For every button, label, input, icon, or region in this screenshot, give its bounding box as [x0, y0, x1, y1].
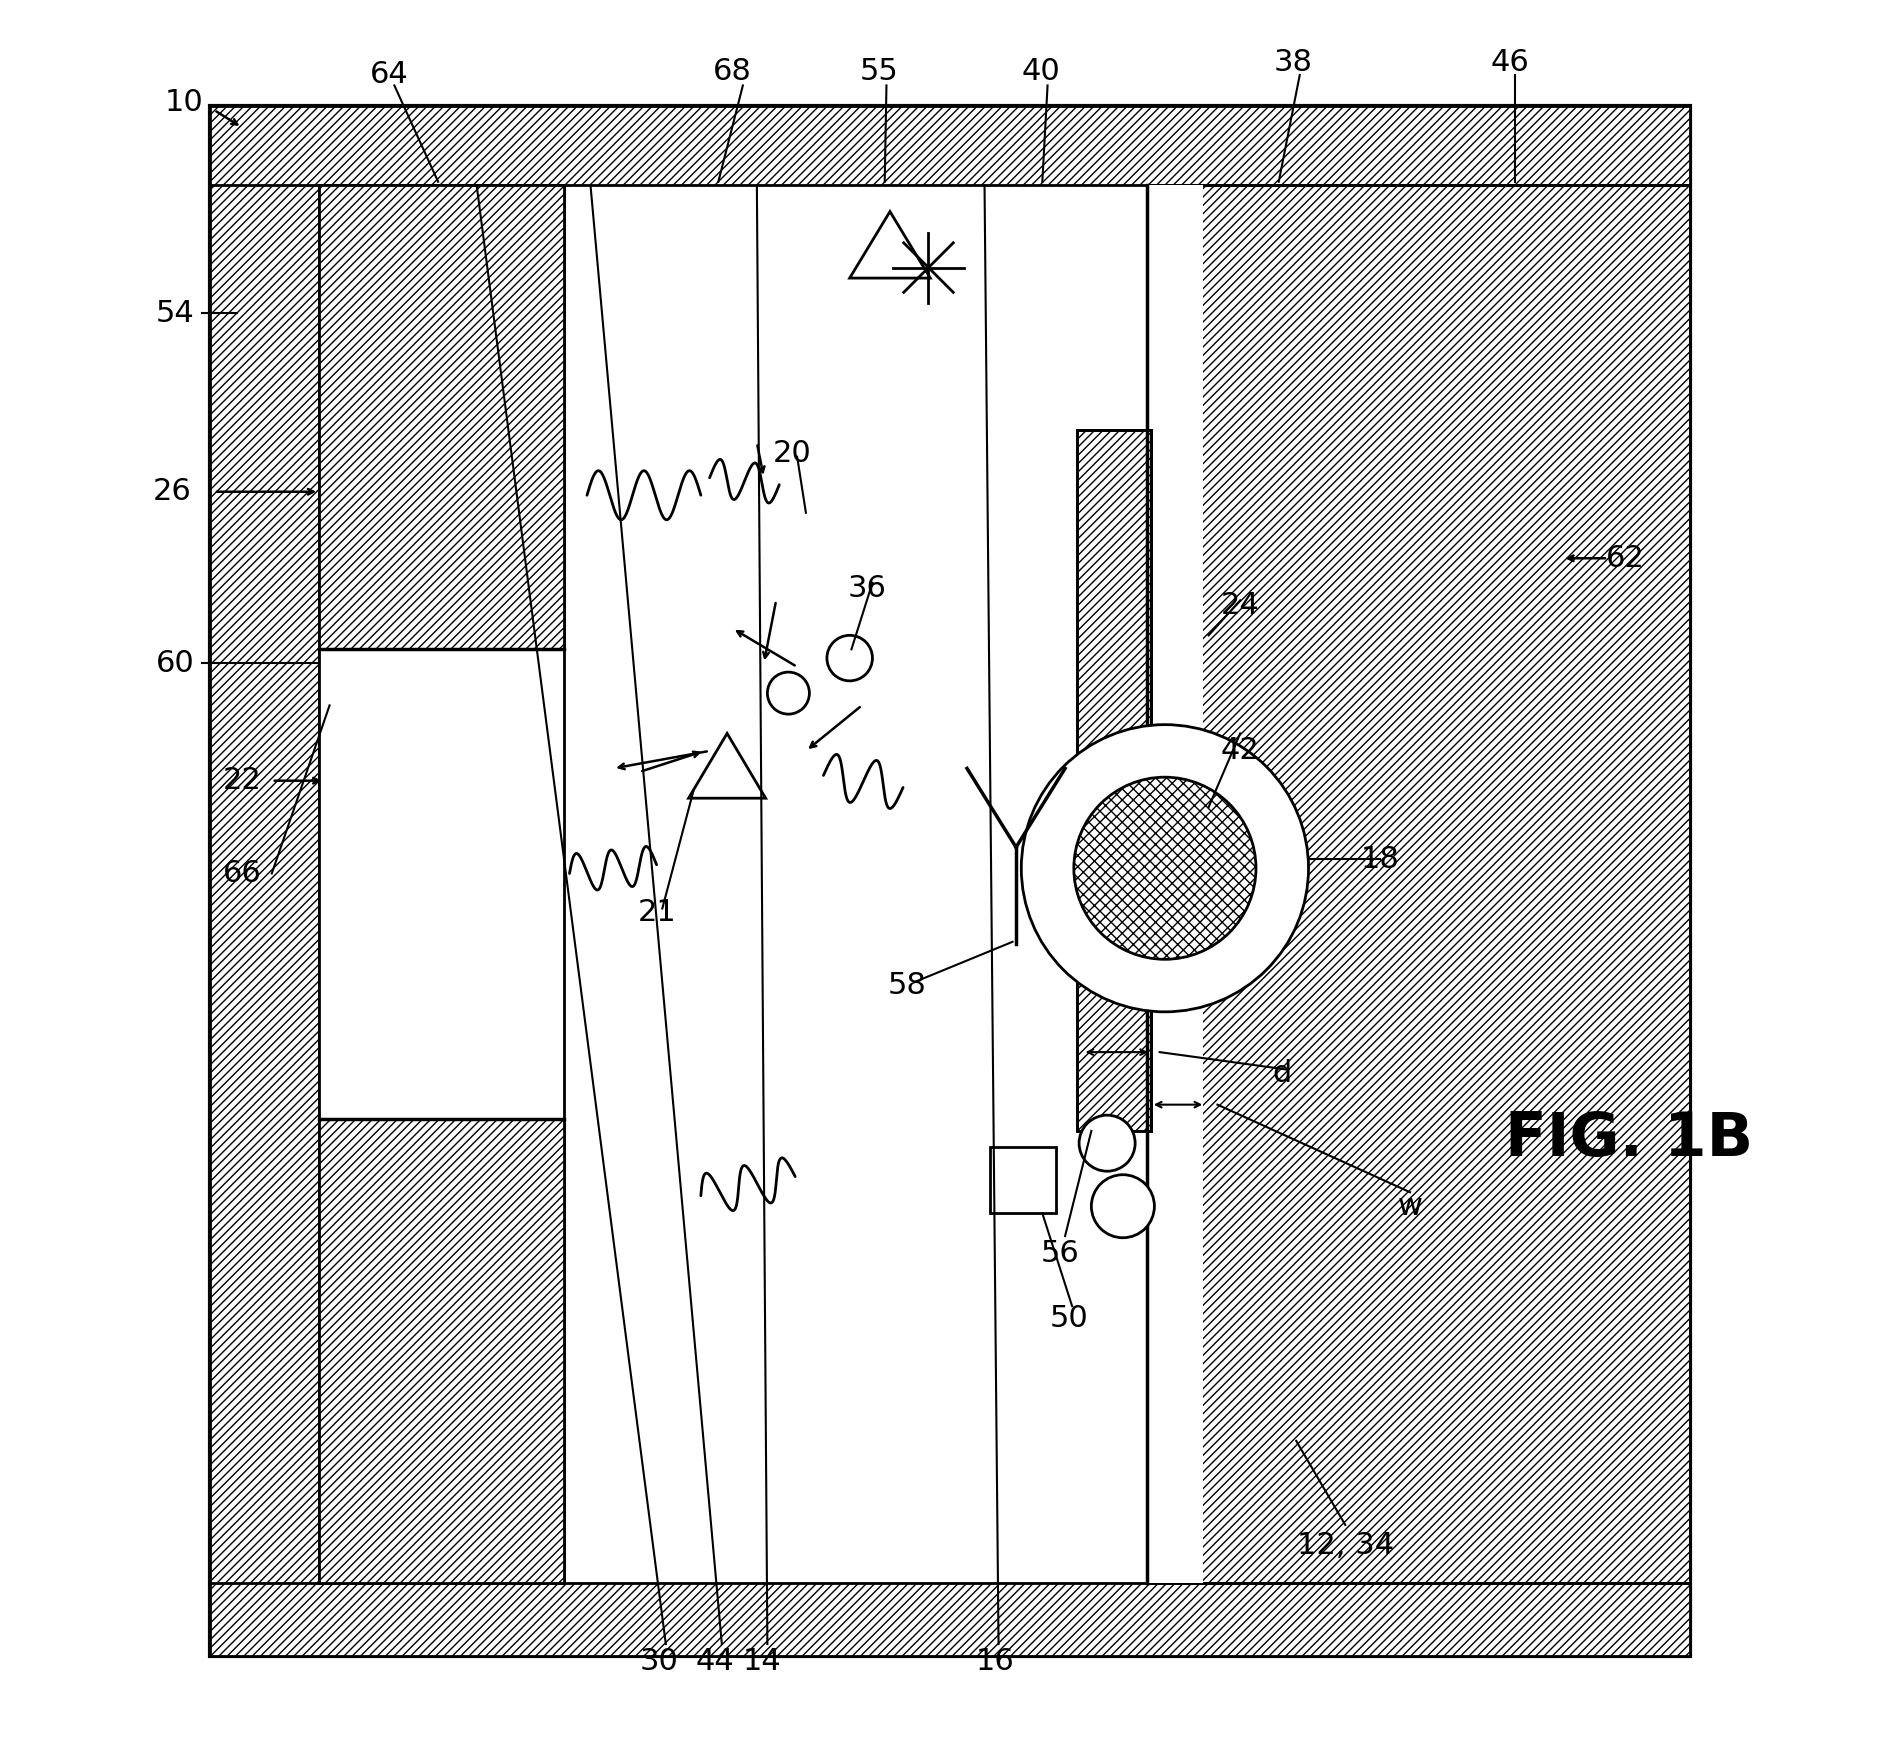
Text: 22: 22 [223, 766, 261, 795]
Text: 14: 14 [744, 1647, 781, 1677]
Text: 40: 40 [1022, 56, 1060, 86]
Text: d: d [1273, 1059, 1292, 1087]
Bar [210, 107, 1690, 186]
Text: 42: 42 [1220, 737, 1260, 765]
Bar [1077, 430, 1150, 1131]
Bar [1147, 186, 1690, 1582]
Bar [320, 1119, 564, 1582]
Bar [210, 107, 1690, 1656]
Text: 20: 20 [772, 438, 812, 468]
Text: 64: 64 [369, 60, 409, 89]
Polygon shape [850, 212, 931, 279]
Circle shape [1078, 1116, 1135, 1172]
Text: 62: 62 [1606, 544, 1644, 574]
Text: 36: 36 [848, 574, 887, 603]
Text: 44: 44 [696, 1647, 734, 1677]
Circle shape [827, 635, 872, 681]
Text: 56: 56 [1041, 1238, 1078, 1268]
Text: 10: 10 [165, 88, 204, 118]
Text: 21: 21 [638, 898, 677, 926]
Text: 55: 55 [861, 56, 899, 86]
Bar [210, 1582, 1690, 1656]
Bar [320, 186, 564, 1582]
Bar [990, 1147, 1056, 1214]
Text: 66: 66 [223, 859, 261, 888]
Text: 18: 18 [1360, 845, 1400, 873]
Bar [1077, 430, 1150, 1131]
Text: 12, 34: 12, 34 [1296, 1531, 1394, 1561]
Bar [210, 107, 320, 1656]
Polygon shape [689, 733, 766, 798]
Circle shape [768, 672, 810, 714]
Text: 24: 24 [1220, 591, 1260, 621]
Text: FIG. 1B: FIG. 1B [1504, 1110, 1754, 1170]
Text: 30: 30 [639, 1647, 677, 1677]
Text: 16: 16 [976, 1647, 1014, 1677]
Text: 68: 68 [713, 56, 751, 86]
Text: 38: 38 [1273, 47, 1313, 77]
Text: 58: 58 [887, 972, 927, 1000]
Circle shape [1022, 724, 1309, 1012]
Bar [1147, 186, 1690, 1582]
Circle shape [1075, 777, 1256, 959]
Bar [320, 186, 564, 649]
Circle shape [1092, 1175, 1154, 1238]
Text: 60: 60 [155, 649, 195, 677]
Text: w: w [1398, 1191, 1423, 1221]
Text: 26: 26 [153, 477, 191, 507]
Text: 50: 50 [1050, 1303, 1088, 1333]
Text: 46: 46 [1491, 47, 1529, 77]
Text: 54: 54 [155, 298, 195, 328]
Bar [1147, 186, 1203, 1582]
